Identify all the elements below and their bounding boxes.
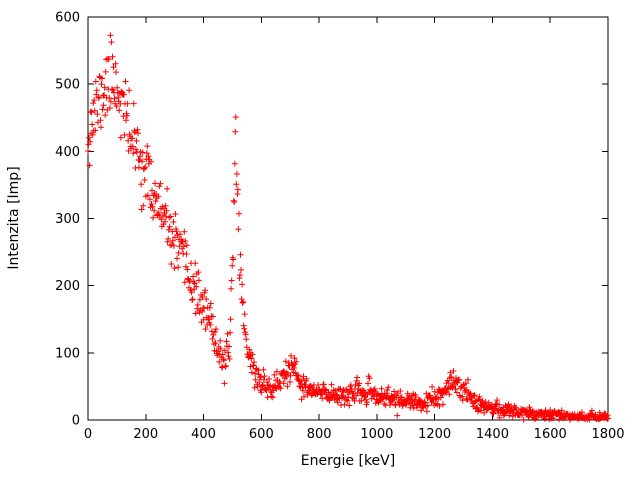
x-tick-label: 400 (191, 427, 216, 442)
x-tick-label: 1200 (418, 427, 451, 442)
y-tick-label: 500 (55, 78, 80, 93)
x-tick-label: 1400 (476, 427, 509, 442)
spectrum-series (85, 32, 611, 423)
x-tick-label: 1000 (360, 427, 393, 442)
y-tick-label: 400 (55, 145, 80, 160)
x-axis-label: Energie [keV] (300, 453, 396, 469)
x-tick-label: 1600 (534, 427, 567, 442)
y-tick-label: 600 (55, 11, 80, 26)
x-tick-label: 200 (133, 427, 158, 442)
y-axis-label: Intenzita [Imp] (6, 166, 22, 270)
y-tick-label: 0 (72, 414, 80, 429)
scatter-points (85, 32, 611, 423)
x-tick-label: 0 (84, 427, 92, 442)
y-tick-label: 200 (55, 279, 80, 294)
y-tick-label: 300 (55, 212, 80, 227)
x-tick-label: 1800 (591, 427, 624, 442)
y-tick-label: 100 (55, 346, 80, 361)
x-tick-label: 800 (307, 427, 332, 442)
tick-labels: 0 200 400 600 800 1000 1200 1400 1600 1800 0 100 200… (55, 11, 624, 443)
x-tick-label: 600 (249, 427, 274, 442)
